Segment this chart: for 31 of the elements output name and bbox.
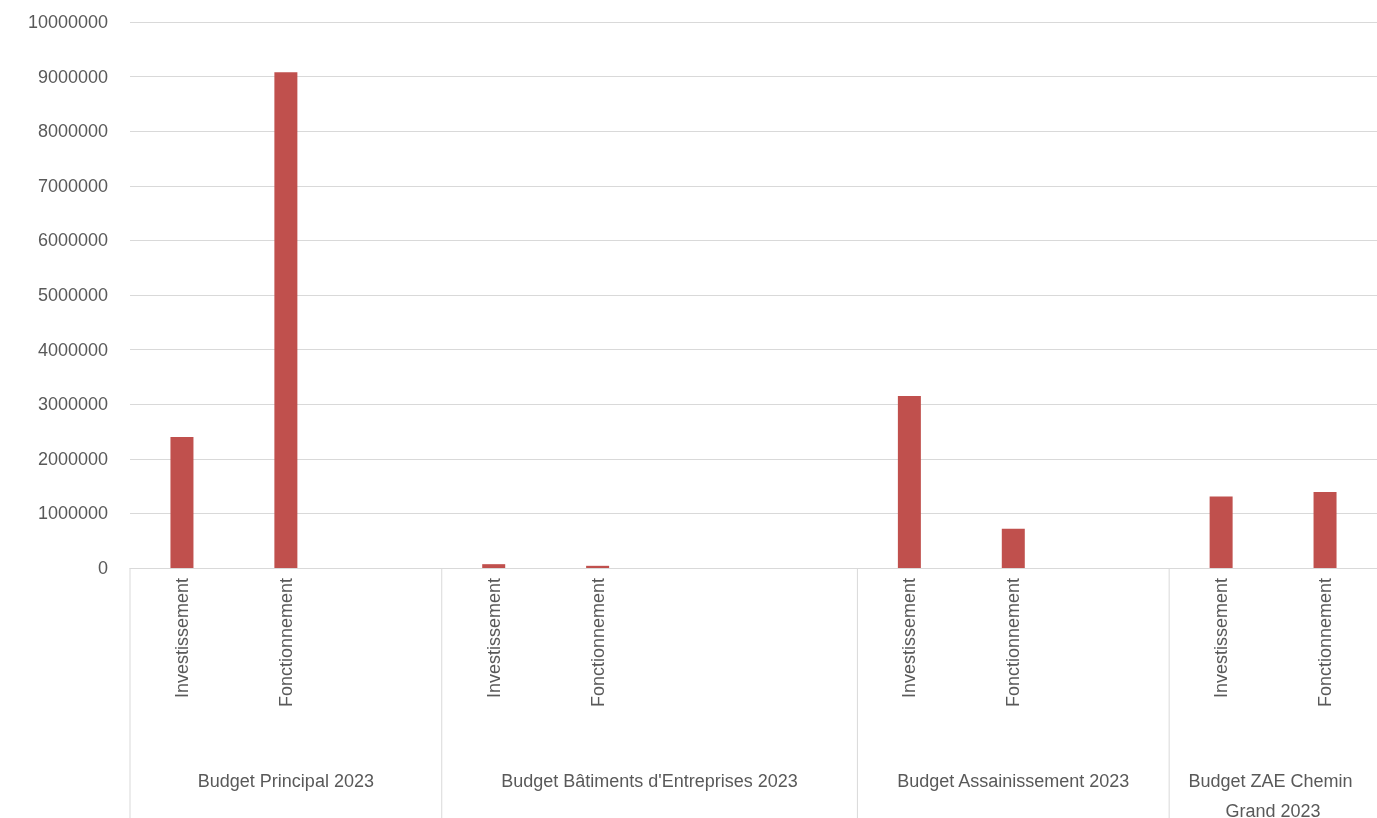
bar — [586, 565, 610, 568]
bar — [482, 564, 506, 568]
x-tick-label: Fonctionnement — [1003, 578, 1024, 708]
y-tick-label: 3000000 — [37, 394, 108, 415]
bar — [897, 396, 921, 568]
bar — [1313, 492, 1337, 568]
bar — [170, 436, 194, 568]
y-tick-label: 6000000 — [37, 230, 108, 251]
y-tick-label: 8000000 — [37, 121, 108, 142]
text: Budget ZAE Chemin Grand 2023 — [1188, 771, 1358, 818]
x-tick-label: Investissement — [483, 578, 504, 699]
x-tick-label: Investissement — [1211, 578, 1232, 699]
x-tick-label: Fonctionnement — [1315, 578, 1336, 708]
x-tick-label: Fonctionnement — [275, 578, 296, 708]
bar — [274, 72, 298, 568]
text: Budget Bâtiments d'Entreprises 2023 — [501, 771, 798, 791]
y-tick-label: 7000000 — [37, 175, 108, 196]
bar — [1001, 528, 1025, 568]
x-tick-label: Fonctionnement — [587, 578, 608, 708]
y-tick-label: 1000000 — [37, 503, 108, 524]
bar — [1209, 496, 1233, 568]
x-tick-label: Investissement — [171, 578, 192, 699]
y-tick-label: 4000000 — [37, 339, 108, 360]
x-tick-label: Investissement — [899, 578, 920, 699]
y-tick-label: 0 — [97, 558, 108, 578]
y-tick-label: 5000000 — [37, 285, 108, 305]
y-tick-label: 10000000 — [27, 12, 108, 32]
y-tick-label: 2000000 — [37, 448, 108, 469]
y-tick-label: 9000000 — [37, 66, 108, 87]
text: Budget Assainissement 2023 — [897, 771, 1130, 791]
text: Budget Principal 2023 — [197, 771, 374, 791]
